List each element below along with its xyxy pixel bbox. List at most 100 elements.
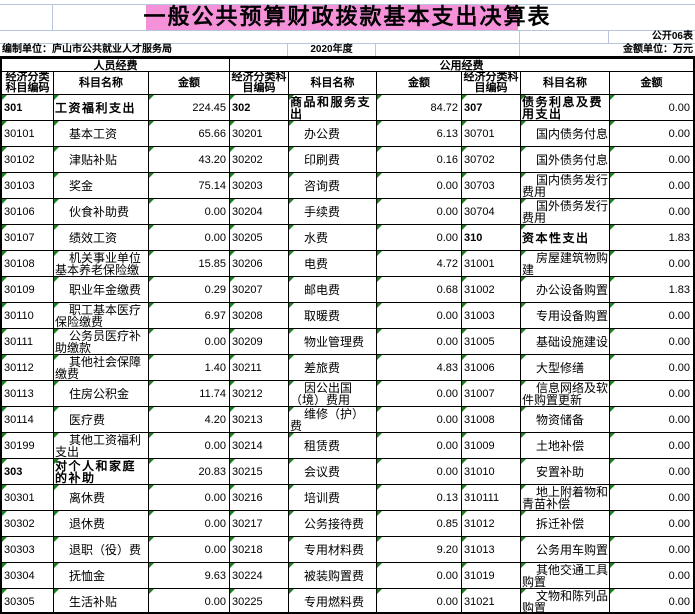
amount-cell[interactable]: 0.00	[610, 147, 693, 173]
name-cell[interactable]: 国内债务发行费用	[521, 173, 610, 199]
amount-cell[interactable]: 0.00	[610, 485, 693, 511]
code-cell[interactable]: 303	[2, 459, 54, 485]
group-header-public[interactable]: 公用经费	[230, 59, 693, 72]
code-cell[interactable]: 30109	[2, 277, 54, 303]
code-cell[interactable]: 30208	[230, 303, 289, 329]
amount-cell[interactable]: 0.00	[610, 563, 693, 589]
name-cell[interactable]: 债务利息及费用支出	[521, 95, 610, 121]
amount-cell[interactable]: 0.00	[377, 381, 462, 407]
code-cell[interactable]: 30102	[2, 147, 54, 173]
name-cell[interactable]: 水费	[289, 225, 377, 251]
code-cell[interactable]: 30111	[2, 329, 54, 355]
name-cell[interactable]: 国外债务发行费用	[521, 199, 610, 225]
name-cell[interactable]: 奖金	[54, 173, 149, 199]
code-cell[interactable]: 30108	[2, 251, 54, 277]
name-cell[interactable]: 安置补助	[521, 459, 610, 485]
code-cell[interactable]: 31010	[462, 459, 521, 485]
amount-cell[interactable]: 0.00	[377, 589, 462, 612]
code-cell[interactable]: 301	[2, 95, 54, 121]
name-cell[interactable]: 公务用车购置	[521, 537, 610, 563]
code-cell[interactable]: 30703	[462, 173, 521, 199]
code-cell[interactable]: 30305	[2, 589, 54, 612]
name-cell[interactable]: 专用材料费	[289, 537, 377, 563]
name-cell[interactable]: 其他交通工具购置	[521, 563, 610, 589]
name-cell[interactable]: 对个人和家庭的补助	[54, 459, 149, 485]
name-cell[interactable]: 职工基本医疗保险缴费	[54, 303, 149, 329]
name-cell[interactable]: 其他工资福利支出	[54, 433, 149, 459]
amount-cell[interactable]: 0.00	[149, 589, 230, 612]
amount-cell[interactable]: 1.40	[149, 355, 230, 381]
amount-cell[interactable]: 0.00	[149, 329, 230, 355]
name-cell[interactable]: 退职（役）费	[54, 537, 149, 563]
name-cell[interactable]: 因公出国（境）费用	[289, 381, 377, 407]
amount-cell[interactable]: 0.00	[149, 433, 230, 459]
code-cell[interactable]: 30217	[230, 511, 289, 537]
code-cell[interactable]: 31003	[462, 303, 521, 329]
amount-cell[interactable]: 0.00	[377, 329, 462, 355]
code-cell[interactable]: 310111	[462, 485, 521, 511]
column-header-cell[interactable]: 经济分类科目编码	[2, 72, 54, 95]
amount-cell[interactable]: 1.83	[610, 277, 693, 303]
code-cell[interactable]: 30206	[230, 251, 289, 277]
name-cell[interactable]: 公务员医疗补助缴款	[54, 329, 149, 355]
name-cell[interactable]: 资本性支出	[521, 225, 610, 251]
amount-cell[interactable]: 9.20	[377, 537, 462, 563]
amount-cell[interactable]: 0.00	[610, 537, 693, 563]
amount-cell[interactable]: 0.00	[610, 459, 693, 485]
amount-cell[interactable]: 0.00	[610, 303, 693, 329]
amount-cell[interactable]: 0.00	[149, 225, 230, 251]
code-cell[interactable]: 31021	[462, 589, 521, 612]
name-cell[interactable]: 抚恤金	[54, 563, 149, 589]
code-cell[interactable]: 31012	[462, 511, 521, 537]
code-cell[interactable]: 31005	[462, 329, 521, 355]
name-cell[interactable]: 租赁费	[289, 433, 377, 459]
amount-cell[interactable]: 0.85	[377, 511, 462, 537]
name-cell[interactable]: 绩效工资	[54, 225, 149, 251]
column-header-cell[interactable]: 科目名称	[521, 72, 610, 95]
code-cell[interactable]: 30207	[230, 277, 289, 303]
code-cell[interactable]: 30101	[2, 121, 54, 147]
name-cell[interactable]: 工资福利支出	[54, 95, 149, 121]
name-cell[interactable]: 生活补贴	[54, 589, 149, 612]
name-cell[interactable]: 土地补偿	[521, 433, 610, 459]
amount-cell[interactable]: 0.00	[377, 459, 462, 485]
amount-cell[interactable]: 65.66	[149, 121, 230, 147]
code-cell[interactable]: 30199	[2, 433, 54, 459]
code-cell[interactable]: 302	[230, 95, 289, 121]
name-cell[interactable]: 印刷费	[289, 147, 377, 173]
column-header-cell[interactable]: 科目名称	[54, 72, 149, 95]
code-cell[interactable]: 30203	[230, 173, 289, 199]
code-cell[interactable]: 31002	[462, 277, 521, 303]
amount-cell[interactable]: 0.00	[610, 329, 693, 355]
column-header-cell[interactable]: 经济分类科目编码	[230, 72, 289, 95]
code-cell[interactable]: 307	[462, 95, 521, 121]
code-cell[interactable]: 30110	[2, 303, 54, 329]
amount-cell[interactable]: 0.00	[149, 511, 230, 537]
code-cell[interactable]: 31013	[462, 537, 521, 563]
amount-cell[interactable]: 0.00	[610, 251, 693, 277]
name-cell[interactable]: 基本工资	[54, 121, 149, 147]
column-header-cell[interactable]: 金额	[377, 72, 462, 95]
name-cell[interactable]: 地上附着物和青苗补偿	[521, 485, 610, 511]
amount-cell[interactable]: 0.68	[377, 277, 462, 303]
name-cell[interactable]: 大型修缮	[521, 355, 610, 381]
amount-cell[interactable]: 0.00	[610, 355, 693, 381]
name-cell[interactable]: 国外债务付息	[521, 147, 610, 173]
amount-cell[interactable]: 1.83	[610, 225, 693, 251]
amount-cell[interactable]: 0.00	[377, 303, 462, 329]
code-cell[interactable]: 31001	[462, 251, 521, 277]
group-header-personnel[interactable]: 人员经费	[2, 59, 230, 72]
code-cell[interactable]: 30205	[230, 225, 289, 251]
code-cell[interactable]: 30202	[230, 147, 289, 173]
name-cell[interactable]: 津贴补贴	[54, 147, 149, 173]
amount-cell[interactable]: 0.00	[377, 173, 462, 199]
name-cell[interactable]: 物业管理费	[289, 329, 377, 355]
name-cell[interactable]: 信息网络及软件购置更新	[521, 381, 610, 407]
code-cell[interactable]: 30107	[2, 225, 54, 251]
code-cell[interactable]: 30103	[2, 173, 54, 199]
code-cell[interactable]: 30701	[462, 121, 521, 147]
code-cell[interactable]: 30211	[230, 355, 289, 381]
column-header-cell[interactable]: 科目名称	[289, 72, 377, 95]
name-cell[interactable]: 办公设备购置	[521, 277, 610, 303]
code-cell[interactable]: 30209	[230, 329, 289, 355]
